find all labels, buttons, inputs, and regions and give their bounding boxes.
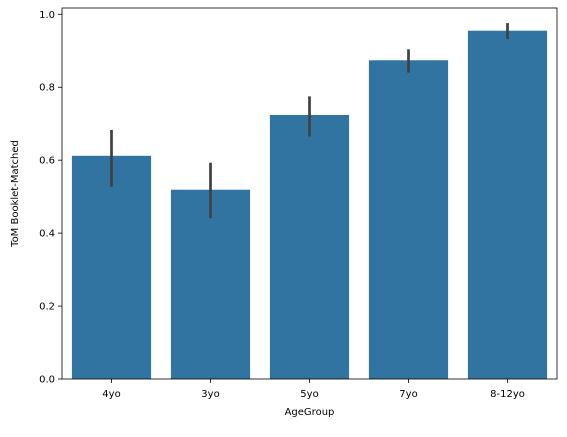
x-tick-label: 8-12yo <box>490 389 525 400</box>
y-tick-label: 0.6 <box>39 156 55 167</box>
y-axis-label: ToM Booklet-Matched <box>10 140 21 248</box>
y-tick-label: 0.2 <box>39 302 55 313</box>
plot-frame <box>61 7 558 380</box>
x-tick-label: 7yo <box>399 389 417 400</box>
y-tick-label: 0.0 <box>39 375 55 386</box>
bar-4yo <box>71 155 152 379</box>
x-axis-label: AgeGroup <box>285 407 335 418</box>
x-tick-label: 3yo <box>201 389 219 400</box>
bar-8-12yo <box>467 30 548 379</box>
error-bars-layer <box>110 23 509 219</box>
bar-5yo <box>269 114 350 379</box>
y-tick-label: 0.8 <box>39 83 55 94</box>
y-tick-label: 0.4 <box>39 229 55 240</box>
axes-layer: 4yo 3yo 5yo 7yo 8-12yo 0.0 0.2 0.4 0.6 0.8 1.0 <box>39 7 558 400</box>
x-tick-label: 4yo <box>102 389 120 400</box>
bar-7yo <box>368 60 449 379</box>
bars-layer <box>71 30 548 379</box>
x-tick-label: 5yo <box>300 389 318 400</box>
y-tick-label: 1.0 <box>39 10 55 21</box>
bar-3yo <box>170 189 251 379</box>
